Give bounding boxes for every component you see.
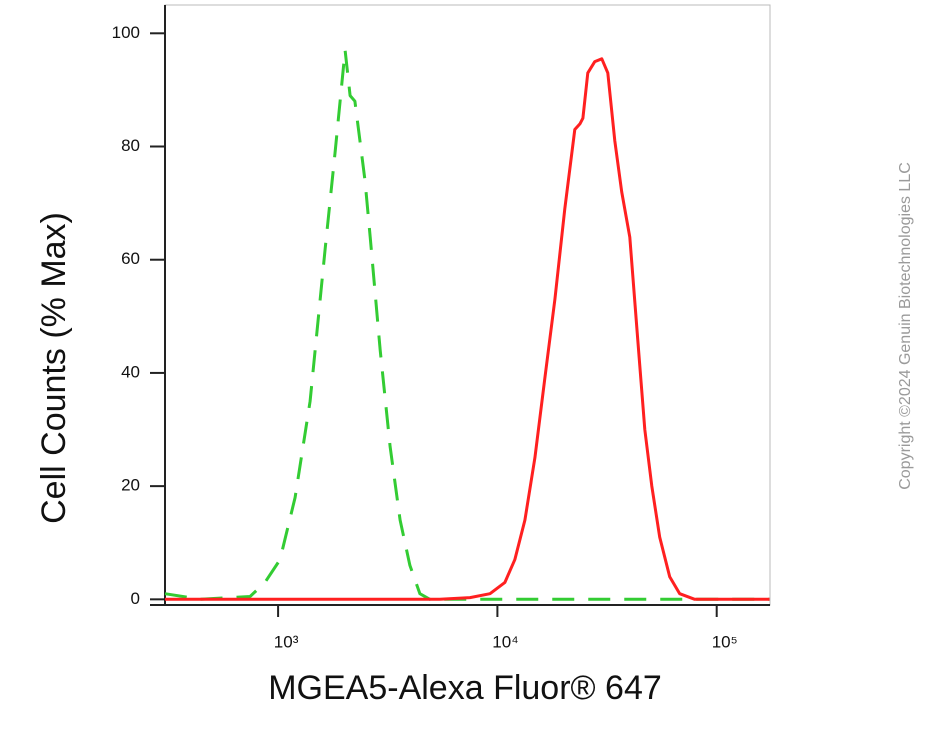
watermark: Copyright ©2024 Genuin Biotechnologies L…: [897, 162, 914, 490]
histogram-line: [164, 48, 770, 601]
plot-frame: [164, 4, 771, 606]
y-tick-label: 80: [121, 136, 140, 155]
x-tick-label: 10³: [274, 632, 299, 651]
x-tick-label: 10⁵: [712, 632, 738, 651]
y-tick-label: 20: [121, 476, 140, 495]
y-tick-label: 0: [131, 589, 140, 608]
y-tick-label: 60: [121, 249, 140, 268]
histogram-line: [165, 57, 770, 601]
y-tick-label: 40: [121, 362, 140, 381]
x-axis-title: MGEA5-Alexa Fluor® 647: [268, 669, 662, 707]
x-tick-label: 10⁴: [492, 632, 518, 651]
y-tick-label: 100: [112, 23, 140, 42]
y-axis-title: Cell Counts (% Max): [35, 212, 73, 524]
